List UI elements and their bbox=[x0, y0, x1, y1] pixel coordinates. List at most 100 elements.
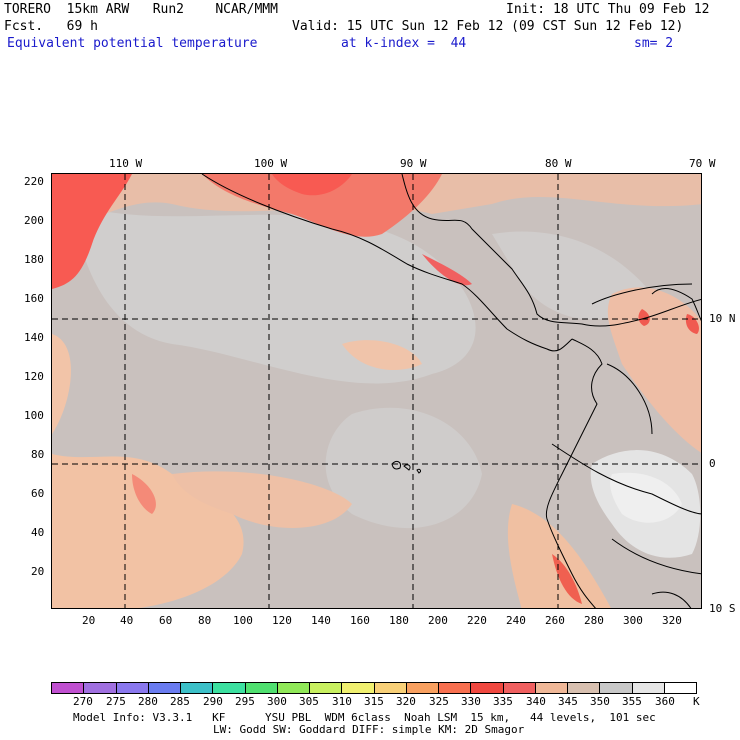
colorbar-label: 325 bbox=[429, 695, 449, 708]
galapagos-islands bbox=[391, 460, 421, 474]
field-340-region bbox=[342, 340, 422, 370]
colorbar-swatch bbox=[245, 683, 278, 693]
map-plot bbox=[51, 173, 702, 609]
colorbar-label: 350 bbox=[590, 695, 610, 708]
y-tick: 20 bbox=[31, 565, 45, 578]
x-tick: 60 bbox=[159, 614, 173, 627]
field-330-region bbox=[202, 174, 442, 237]
colorbar-swatch bbox=[277, 683, 310, 693]
coastline-south-america bbox=[545, 338, 603, 608]
field-325-region bbox=[685, 314, 699, 334]
smoothing-info: sm= 2 bbox=[634, 36, 674, 51]
y-tick: 140 bbox=[24, 331, 44, 344]
x-tick: 100 bbox=[233, 614, 253, 627]
colorbar-label: 330 bbox=[461, 695, 481, 708]
colorbar-swatch bbox=[406, 683, 439, 693]
model-info: Model Info: V3.3.1 KF YSU PBL WDM 6class… bbox=[73, 711, 656, 724]
field-355-region bbox=[72, 204, 476, 384]
map-canvas bbox=[52, 174, 701, 608]
colorbar-label: 310 bbox=[332, 695, 352, 708]
init-time: Init: 18 UTC Thu 09 Feb 12 bbox=[506, 2, 710, 17]
y-tick: 60 bbox=[31, 487, 45, 500]
level-info: at k-index = 44 bbox=[341, 36, 467, 51]
colorbar-swatch bbox=[471, 683, 504, 693]
field-360-region bbox=[610, 472, 682, 523]
coastline-caribbean bbox=[401, 174, 701, 327]
x-tick: 300 bbox=[623, 614, 643, 627]
model-title: TORERO 15km ARW Run2 NCAR/MMM bbox=[4, 2, 278, 17]
physics-info: LW: Godd SW: Goddard DIFF: simple KM: 2D… bbox=[213, 723, 525, 736]
field-325-region bbox=[272, 174, 352, 196]
lon-label-100w: 100 W bbox=[254, 157, 288, 170]
colorbar bbox=[51, 682, 697, 694]
colorbar-label: 335 bbox=[493, 695, 513, 708]
colorbar-swatch bbox=[632, 683, 665, 693]
colorbar-label: 280 bbox=[138, 695, 158, 708]
colorbar-swatch bbox=[535, 683, 568, 693]
colorbar-swatch bbox=[116, 683, 149, 693]
lon-label-70w: 70 W bbox=[689, 157, 716, 170]
coastline-lake bbox=[651, 288, 701, 322]
field-name: Equivalent potential temperature bbox=[7, 36, 258, 51]
y-tick: 180 bbox=[24, 253, 44, 266]
y-tick: 80 bbox=[31, 448, 45, 461]
field-355-region bbox=[325, 407, 482, 529]
colorbar-label: 300 bbox=[267, 695, 287, 708]
colorbar-label: 305 bbox=[299, 695, 319, 708]
x-tick: 280 bbox=[584, 614, 604, 627]
colorbar-swatch bbox=[568, 683, 601, 693]
colorbar-swatch bbox=[84, 683, 117, 693]
colorbar-swatch bbox=[148, 683, 181, 693]
country-borders bbox=[551, 283, 701, 608]
field-340-region bbox=[52, 334, 71, 434]
y-tick: 220 bbox=[24, 175, 44, 188]
y-tick: 160 bbox=[24, 292, 44, 305]
x-tick: 120 bbox=[272, 614, 292, 627]
x-tick: 260 bbox=[545, 614, 565, 627]
colorbar-swatch bbox=[213, 683, 246, 693]
colorbar-swatch bbox=[310, 683, 343, 693]
lon-label-90w: 90 W bbox=[400, 157, 427, 170]
x-tick: 200 bbox=[428, 614, 448, 627]
field-325-region bbox=[552, 554, 582, 604]
x-tick: 40 bbox=[120, 614, 134, 627]
lat-label-10n: 10 N bbox=[709, 312, 736, 325]
colorbar-label: 320 bbox=[396, 695, 416, 708]
colorbar-label: 315 bbox=[364, 695, 384, 708]
y-tick: 200 bbox=[24, 214, 44, 227]
x-tick: 220 bbox=[467, 614, 487, 627]
x-tick: 160 bbox=[350, 614, 370, 627]
colorbar-label: 270 bbox=[73, 695, 93, 708]
y-tick: 120 bbox=[24, 370, 44, 383]
colorbar-label: 285 bbox=[170, 695, 190, 708]
field-340-region bbox=[607, 287, 701, 453]
x-tick: 140 bbox=[311, 614, 331, 627]
field-335-region bbox=[132, 474, 156, 514]
colorbar-swatch bbox=[503, 683, 536, 693]
y-tick: 100 bbox=[24, 409, 44, 422]
colorbar-swatch bbox=[664, 683, 696, 693]
field-330-region bbox=[422, 254, 472, 286]
field-335-region bbox=[52, 174, 132, 289]
coastline-pacific bbox=[201, 174, 573, 352]
colorbar-swatch bbox=[52, 683, 85, 693]
colorbar-label: 295 bbox=[235, 695, 255, 708]
colorbar-label: 360 bbox=[655, 695, 675, 708]
x-tick: 180 bbox=[389, 614, 409, 627]
x-tick: 240 bbox=[506, 614, 526, 627]
lon-label-80w: 80 W bbox=[545, 157, 572, 170]
field-340-region bbox=[172, 471, 352, 528]
forecast-hour: Fcst. 69 h bbox=[4, 19, 98, 34]
colorbar-swatch bbox=[439, 683, 472, 693]
colorbar-label: 340 bbox=[526, 695, 546, 708]
x-tick: 320 bbox=[662, 614, 682, 627]
graticule bbox=[52, 174, 701, 608]
valid-time: Valid: 15 UTC Sun 12 Feb 12 (09 CST Sun … bbox=[292, 19, 684, 34]
coastlines bbox=[201, 174, 701, 608]
colorbar-swatch bbox=[600, 683, 633, 693]
colorbar-swatch bbox=[374, 683, 407, 693]
colorbar-label: 345 bbox=[558, 695, 578, 708]
colorbar-swatch bbox=[342, 683, 375, 693]
x-tick: 80 bbox=[198, 614, 212, 627]
field-340-region bbox=[507, 504, 611, 608]
